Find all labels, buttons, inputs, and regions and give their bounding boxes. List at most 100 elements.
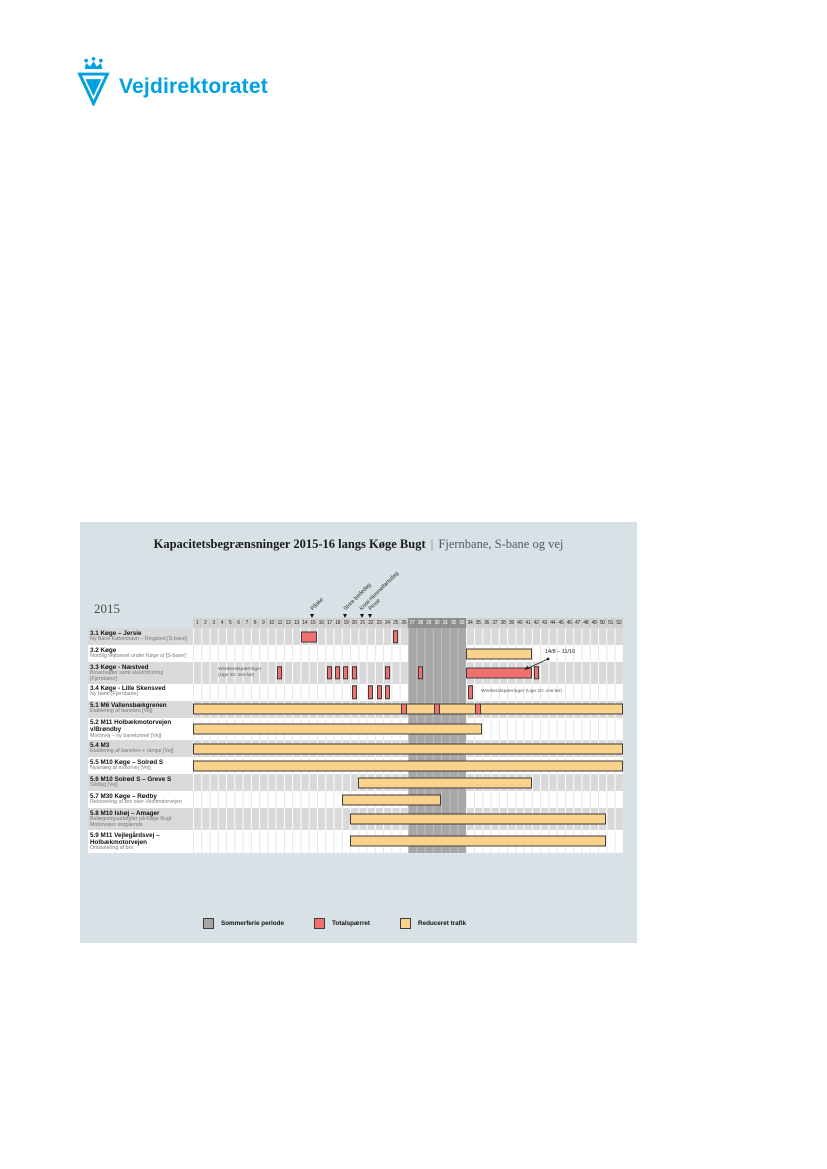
row-label: 5.8 M10 Ishøj – Amager Belægningsarbejder… — [88, 808, 193, 830]
gantt-bar-closed — [300, 631, 318, 642]
week-tick: 34 — [465, 618, 475, 628]
row-title: 3.1 Køge – Jersie — [90, 629, 142, 637]
week-tick: 31 — [441, 618, 450, 628]
row-title: 3.2 Køge — [90, 646, 117, 654]
row-label: 3.2 Køge Nordlig vejtunnel under Køge st … — [88, 645, 193, 662]
gantt-bar-closed — [400, 703, 407, 715]
legend-item: Totalspærret — [314, 918, 370, 929]
row-subtitle: Broarbejder samt elektrificering [Fjernb… — [90, 669, 164, 682]
gantt-bar-closed — [475, 703, 482, 715]
week-tick: 11 — [275, 618, 284, 628]
gantt-bar-closed — [533, 666, 539, 680]
legend-item: Reduceret trafik — [400, 918, 466, 929]
week-tick: 22 — [366, 618, 375, 628]
week-tick: 9 — [259, 618, 268, 628]
row-title: 5.7 M30 Køge – Rødby — [90, 792, 157, 800]
week-tick: 7 — [242, 618, 251, 628]
gantt-row: 5.9 M11 Vejlegårdsvej – Holbækmotorvejen… — [88, 830, 623, 853]
gantt-bar-closed — [384, 666, 390, 680]
week-tick: 14 — [300, 618, 309, 628]
row-grid — [193, 717, 623, 741]
gantt-row: 3.1 Køge – Jersie Ny Bane København – Rin… — [88, 628, 623, 645]
row-label: 5.6 M10 Solrød S – Greve S Slidlag [Vej] — [88, 774, 193, 791]
week-tick: 43 — [540, 618, 549, 628]
row-subtitle: Nordlig vejtunnel under Køge st [S-bane] — [90, 652, 186, 659]
row-subtitle: Slidlag [Vej] — [90, 782, 118, 789]
row-subtitle: Omisolering af bro — [90, 845, 134, 852]
row-grid — [193, 700, 623, 718]
week-tick: 23 — [374, 618, 384, 628]
gantt-row: 5.5 M10 Køge – Solrød S Nyanlæg af motorv… — [88, 757, 623, 775]
row-label: 5.5 M10 Køge – Solrød S Nyanlæg af motorv… — [88, 757, 193, 774]
row-title: 5.8 M10 Ishøj – Amager — [90, 809, 160, 817]
week-tick: 8 — [250, 618, 260, 628]
week-tick: 30 — [432, 618, 442, 628]
chart-title-main: Kapacitetsbegrænsninger 2015-16 langs Kø… — [153, 537, 426, 551]
gantt-bar-reduced — [193, 703, 623, 715]
week-tick: 50 — [598, 618, 607, 628]
row-title: 3.3 Køge - Næstved — [90, 663, 149, 671]
week-tick: 2 — [201, 618, 210, 628]
chart-title: Kapacitetsbegrænsninger 2015-16 langs Kø… — [80, 537, 637, 552]
week-tick: 10 — [267, 618, 276, 628]
row-label: 5.2 M11 Holbækmotorvejen v/Brøndby Motorv… — [88, 718, 193, 741]
week-tick: 41 — [523, 618, 533, 628]
week-tick: 46 — [565, 618, 574, 628]
week-tick: 20 — [350, 618, 359, 628]
week-tick: 37 — [490, 618, 499, 628]
week-tick: 29 — [424, 618, 433, 628]
gantt-body: 3.1 Køge – Jersie Ny Bane København – Rin… — [88, 628, 623, 853]
week-tick: 32 — [449, 618, 458, 628]
holiday-arrow-icon — [368, 614, 373, 618]
legend: Sommerferie periode Totalspærret Reduceret… — [203, 918, 496, 929]
week-tick: 16 — [317, 618, 326, 628]
gantt-bar-closed — [393, 629, 399, 644]
week-tick: 47 — [573, 618, 582, 628]
gantt-row: 3.3 Køge - Næstved Broarbejder samt elekt… — [88, 649, 623, 684]
row-title: 5.2 M11 Holbækmotorvejen v/Brøndby — [90, 719, 172, 734]
row-label: 3.1 Køge – Jersie Ny Bane København – Rin… — [88, 628, 193, 645]
brand-name: Vejdirektoratet — [119, 75, 268, 98]
week-tick: 44 — [548, 618, 557, 628]
gantt-bar-closed — [351, 685, 357, 699]
week-tick: 42 — [532, 618, 541, 628]
row-label: 5.7 M30 Køge – Rødby Renovering af bro ov… — [88, 791, 193, 808]
row-label: 5.1 M6 Vallensbækgrenen Etablering af ban… — [88, 701, 193, 718]
gantt-bar-closed — [277, 666, 283, 680]
chart-panel: Kapacitetsbegrænsninger 2015-16 langs Kø… — [80, 522, 637, 943]
gantt-bar-reduced — [341, 794, 442, 806]
crown-triangle-logo-icon — [77, 56, 110, 106]
week-tick: 36 — [482, 618, 491, 628]
row-title: 5.5 M10 Køge – Solrød S — [90, 758, 164, 766]
row-title: 5.1 M6 Vallensbækgrenen — [90, 702, 167, 710]
gantt-bar-closed — [368, 685, 374, 699]
week-tick: 52 — [614, 618, 623, 628]
week-tick: 25 — [391, 618, 400, 628]
gantt-bar-reduced — [350, 835, 607, 847]
row-title: 5.9 M11 Vejlegårdsvej – Holbækmotorvejen — [90, 831, 160, 846]
chart-title-divider: | — [430, 537, 434, 551]
week-tick: 13 — [292, 618, 301, 628]
week-header: 1 2 3 4 5 6 7 8 9 10 11 12 13 14 15 16 17 18 19 20 21 22 23 24 2… — [193, 618, 623, 628]
gantt-bar-closed — [326, 666, 332, 680]
gantt-row: 5.2 M11 Holbækmotorvejen v/Brøndby Motorv… — [88, 717, 623, 741]
week-tick: 35 — [474, 618, 483, 628]
gantt-bar-reduced — [465, 648, 533, 659]
week-tick: 33 — [457, 618, 466, 628]
legend-label: Totalspærret — [332, 920, 371, 927]
holiday-layer: Påske Store bededag Kristi Himmelfartsdag P… — [201, 571, 631, 618]
week-tick: 24 — [383, 618, 392, 628]
gantt-bar-closed — [417, 666, 423, 680]
gantt-bar-closed — [433, 703, 440, 715]
row-label: 5.9 M11 Vejlegårdsvej – Holbækmotorvejen… — [88, 830, 193, 853]
gantt-row: 5.6 M10 Solrød S – Greve S Slidlag [Vej] — [88, 774, 623, 792]
week-tick: 51 — [606, 618, 615, 628]
row-grid — [193, 774, 623, 792]
row-subtitle: Etablering af banebro + rampe [Vej] — [90, 748, 174, 755]
gantt-row: 5.1 M6 Vallensbækgrenen Etablering af ban… — [88, 700, 623, 718]
gantt-bar-reduced — [193, 743, 623, 755]
gantt-bar-closed — [465, 667, 533, 679]
row-grid — [193, 830, 623, 853]
week-tick: 17 — [325, 618, 334, 628]
legend-swatch — [203, 918, 214, 929]
